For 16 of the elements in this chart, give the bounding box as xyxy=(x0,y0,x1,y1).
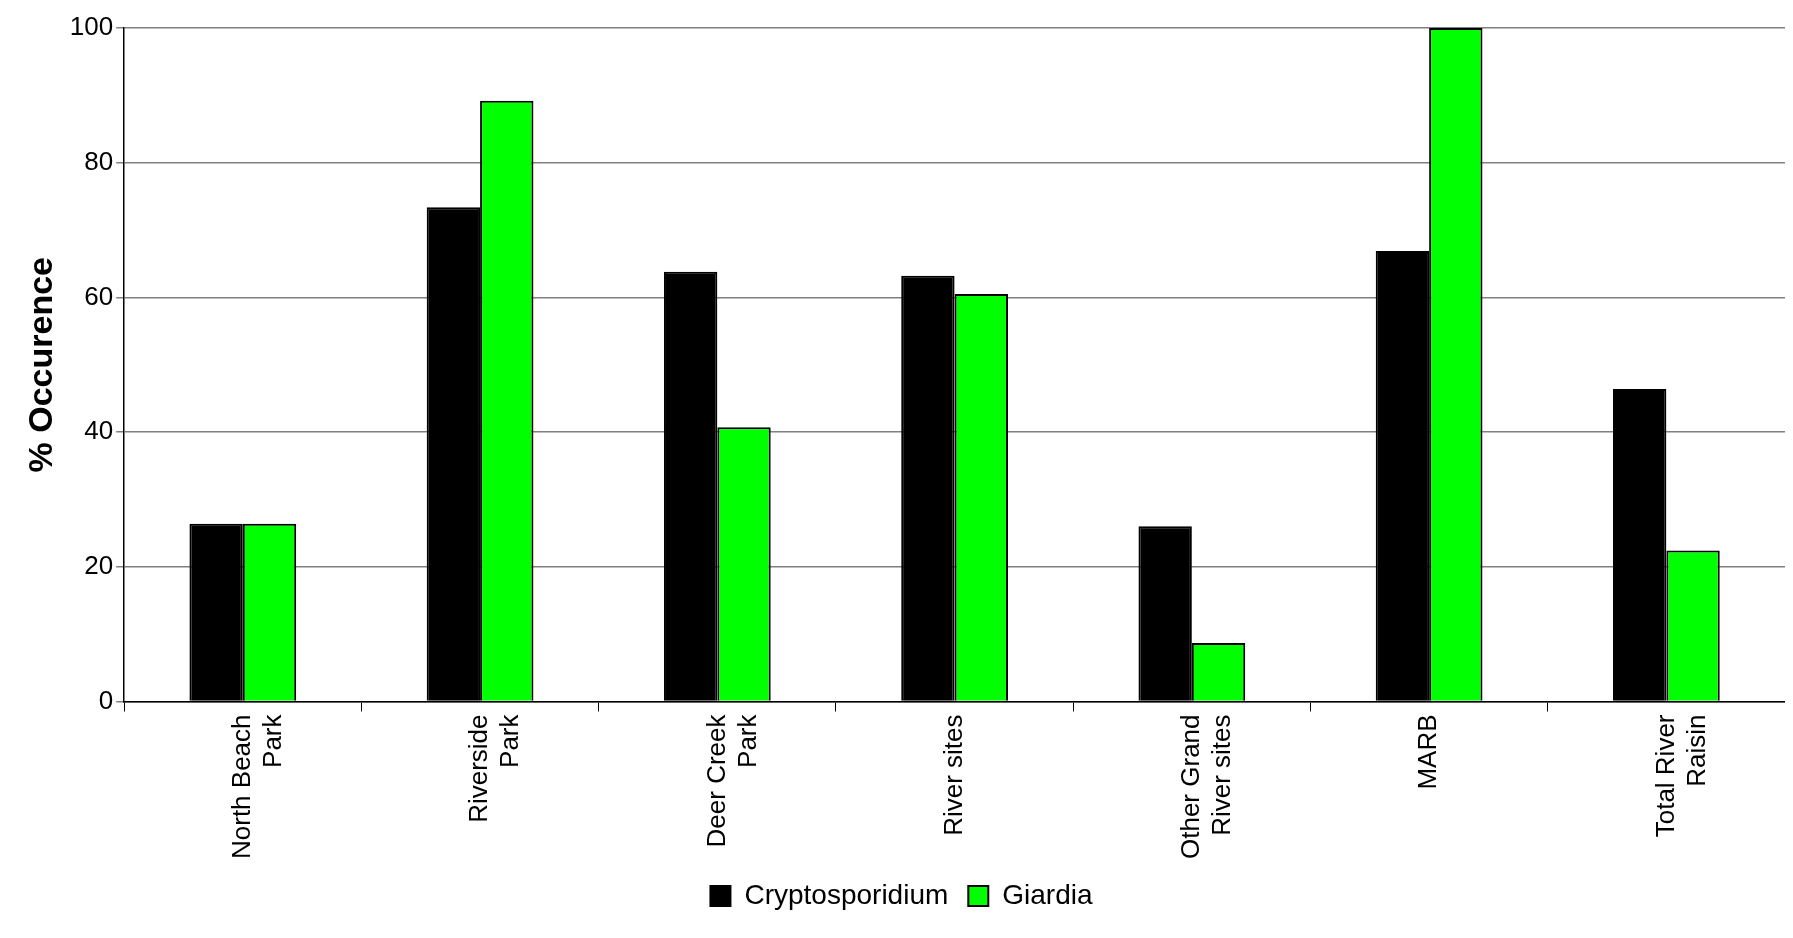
y-tick-label: 80 xyxy=(84,145,114,176)
x-tick-label: Other Grand River sites xyxy=(1175,714,1237,859)
y-tick-label: 100 xyxy=(69,11,114,42)
y-tick-label: 20 xyxy=(84,549,114,580)
legend-label: Cryptosporidium xyxy=(744,878,949,910)
y-tick-label: 40 xyxy=(84,415,114,446)
x-tick-label: River sites xyxy=(937,714,968,836)
x-tick-label: MARB xyxy=(1412,714,1443,790)
y-tick-label: 0 xyxy=(98,684,114,715)
x-tick-label: Riverside Park xyxy=(463,713,525,823)
x-tick-label: Deer Creek Park xyxy=(700,713,762,848)
legend-label: Giardia xyxy=(1002,878,1093,910)
x-tick-label: Total River Raisin xyxy=(1649,714,1711,838)
y-axis-title: % Occurence xyxy=(20,257,59,473)
x-tick-label: North Beach Park xyxy=(225,713,288,860)
y-tick-label: 60 xyxy=(84,280,114,311)
